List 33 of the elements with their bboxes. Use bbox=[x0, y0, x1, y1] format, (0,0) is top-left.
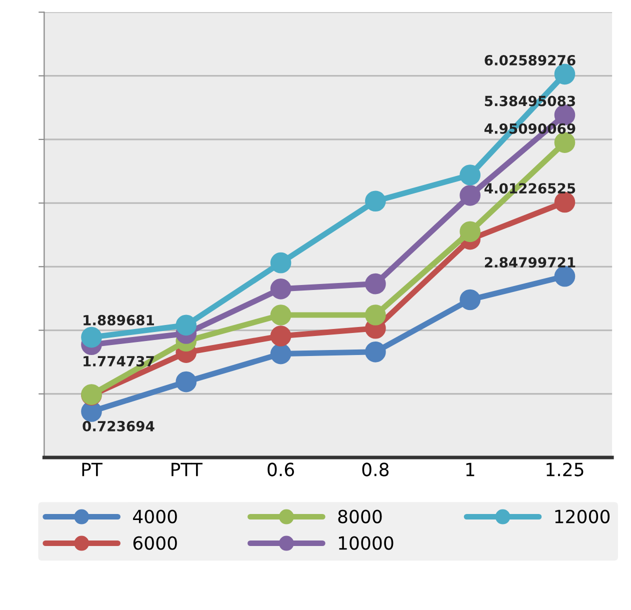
x-tick-label: PTT bbox=[172, 462, 203, 476]
point bbox=[365, 190, 386, 212]
data-label: 2.84799721 bbox=[484, 257, 576, 268]
point bbox=[365, 341, 386, 362]
point bbox=[270, 278, 292, 300]
legend-label: 10000 bbox=[338, 536, 394, 550]
point bbox=[554, 64, 576, 85]
point bbox=[460, 164, 481, 186]
point bbox=[460, 289, 481, 310]
x-tick-label: 0.8 bbox=[362, 462, 389, 476]
point bbox=[270, 252, 292, 274]
point bbox=[270, 343, 292, 364]
x-tick-label: PT bbox=[82, 462, 103, 476]
point bbox=[270, 304, 292, 326]
point bbox=[270, 326, 292, 346]
legend-label: 12000 bbox=[555, 510, 610, 524]
point bbox=[176, 314, 197, 336]
x-tick-label: 0.6 bbox=[268, 462, 294, 476]
legend-label: 8000 bbox=[338, 510, 382, 524]
legend-label: 6000 bbox=[133, 536, 177, 550]
x-tick-label: 1.25 bbox=[546, 462, 584, 476]
point bbox=[365, 273, 386, 294]
point bbox=[176, 371, 197, 392]
point bbox=[460, 184, 481, 206]
data-label: 1.889681 bbox=[84, 314, 154, 326]
legend-label: 4000 bbox=[133, 510, 177, 524]
point bbox=[81, 326, 102, 348]
point bbox=[460, 221, 481, 242]
data-label: 0.723694 bbox=[82, 420, 154, 432]
point bbox=[365, 304, 386, 326]
data-label: 6.02589276 bbox=[484, 54, 576, 66]
x-tick-label: 1 bbox=[466, 462, 474, 476]
point bbox=[554, 132, 576, 153]
